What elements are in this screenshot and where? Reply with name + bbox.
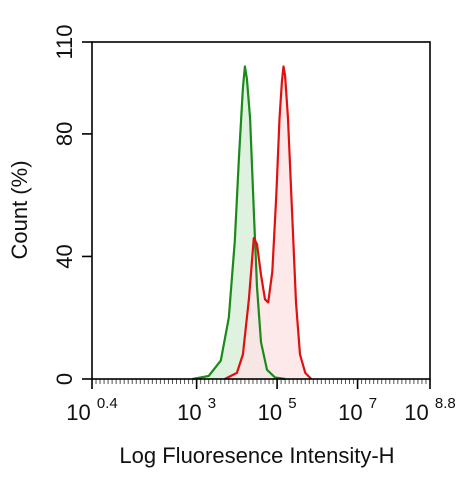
- series-lines: [192, 65, 313, 381]
- series-2-line: [224, 65, 313, 380]
- y-ticks: 0 40 80 110: [52, 24, 92, 385]
- y-axis-title: Count (%): [7, 160, 32, 259]
- x-tick-label: 10 8.8: [404, 395, 455, 425]
- x-tick-label: 10 3: [177, 395, 216, 425]
- x-tick-label: 10 7: [338, 395, 377, 425]
- x-axis-title: Log Fluoresence Intensity-H: [119, 443, 394, 468]
- y-tick-label: 110: [52, 24, 77, 59]
- plot-frame: [91, 41, 431, 380]
- x-ticks: 10 0.4 10 3 10 5 10 7 10 8.8: [66, 379, 456, 425]
- x-minor-ticks: [95, 379, 431, 384]
- y-tick-label: 40: [52, 244, 77, 268]
- series-fills: [192, 66, 312, 379]
- x-tick-label: 10 0.4: [66, 395, 117, 425]
- y-tick-label: 0: [52, 373, 77, 385]
- series-1-line: [192, 65, 286, 381]
- series-2-fill: [224, 66, 312, 379]
- y-tick-label: 80: [52, 122, 77, 146]
- x-tick-label: 10 5: [258, 395, 297, 425]
- series-1-fill: [192, 66, 286, 379]
